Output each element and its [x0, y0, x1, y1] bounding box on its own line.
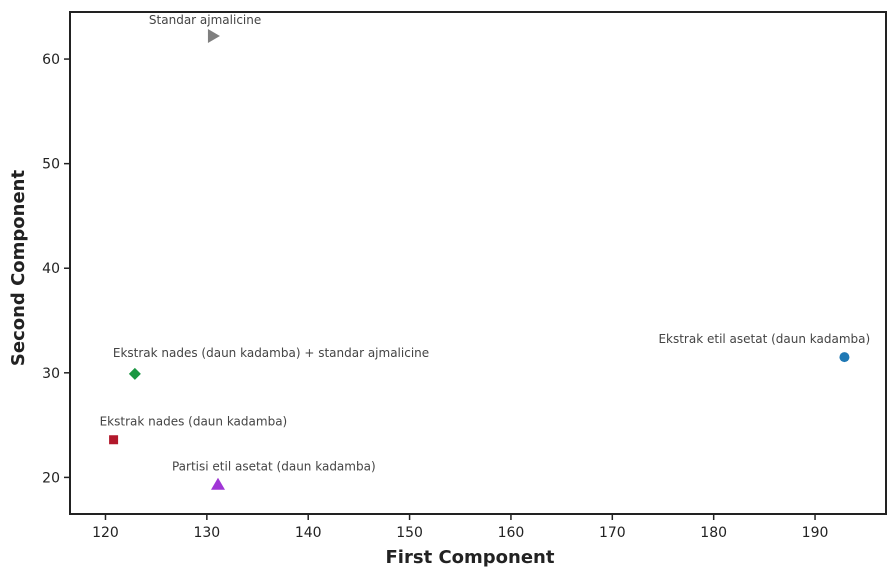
y-tick-label: 50 — [42, 157, 60, 173]
x-tick-label: 130 — [193, 525, 220, 541]
x-tick-label: 150 — [396, 525, 423, 541]
x-tick-label: 120 — [92, 525, 119, 541]
x-tick-label: 180 — [700, 525, 727, 541]
point-label: Ekstrak nades (daun kadamba) + standar a… — [113, 346, 429, 360]
data-point-triangle-up — [210, 477, 225, 490]
y-tick-label: 60 — [42, 52, 60, 68]
y-tick-label: 30 — [42, 366, 60, 382]
point-label: Ekstrak etil asetat (daun kadamba) — [658, 332, 870, 346]
x-tick-label: 160 — [498, 525, 525, 541]
x-tick-label: 190 — [802, 525, 829, 541]
data-point-square — [109, 435, 119, 445]
data-point-triangle-right — [207, 29, 220, 44]
data-point-circle — [839, 352, 850, 363]
x-axis-title: First Component — [386, 547, 555, 568]
x-tick-label: 170 — [599, 525, 626, 541]
x-tick-label: 140 — [295, 525, 322, 541]
plot-frame — [69, 11, 887, 515]
y-tick-label: 20 — [42, 470, 60, 486]
data-point-diamond — [128, 367, 141, 380]
point-label: Ekstrak nades (daun kadamba) — [100, 415, 288, 429]
point-label: Standar ajmalicine — [149, 13, 261, 27]
y-tick-label: 40 — [42, 261, 60, 277]
y-axis-title: Second Component — [8, 170, 29, 367]
point-label: Partisi etil asetat (daun kadamba) — [172, 460, 376, 474]
